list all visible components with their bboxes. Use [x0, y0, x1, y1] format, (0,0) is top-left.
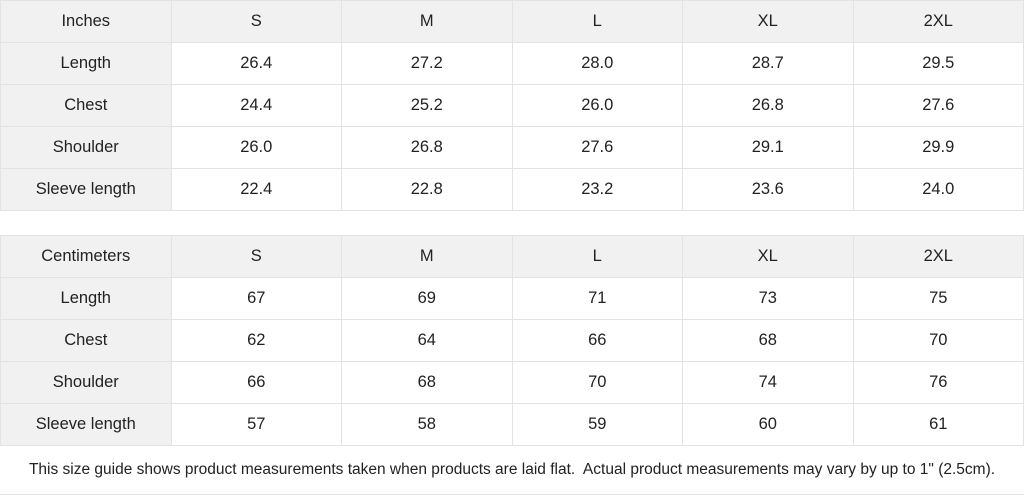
table-row-sleeve-length: Sleeve length 57 58 59 60 61 — [0, 403, 1024, 446]
table-gap-spacer — [0, 211, 1024, 235]
value-cell: 68 — [682, 319, 854, 362]
value-cell: 60 — [682, 403, 854, 446]
measurement-label-cell: Length — [0, 277, 172, 320]
value-cell: 74 — [682, 361, 854, 404]
value-cell: 29.5 — [852, 42, 1024, 85]
measurement-label-cell: Chest — [0, 84, 172, 127]
measurement-label-cell: Length — [0, 42, 172, 85]
size-header-2xl: 2XL — [852, 0, 1024, 43]
value-cell: 28.7 — [682, 42, 854, 85]
size-header-xl: XL — [682, 235, 854, 278]
size-header-m: M — [341, 235, 513, 278]
unit-header-cell: Inches — [0, 0, 172, 43]
size-table-centimeters: Centimeters S M L XL 2XL Length 67 69 71… — [0, 235, 1024, 446]
value-cell: 68 — [341, 361, 513, 404]
size-header-l: L — [511, 235, 683, 278]
table-row-shoulder: Shoulder 26.0 26.8 27.6 29.1 29.9 — [0, 126, 1024, 169]
measurement-label-cell: Shoulder — [0, 126, 172, 169]
unit-header-cell: Centimeters — [0, 235, 172, 278]
table-row-sleeve-length: Sleeve length 22.4 22.8 23.2 23.6 24.0 — [0, 168, 1024, 211]
value-cell: 61 — [852, 403, 1024, 446]
value-cell: 66 — [511, 319, 683, 362]
value-cell: 26.4 — [170, 42, 342, 85]
value-cell: 27.2 — [341, 42, 513, 85]
value-cell: 70 — [852, 319, 1024, 362]
value-cell: 62 — [170, 319, 342, 362]
value-cell: 76 — [852, 361, 1024, 404]
value-cell: 71 — [511, 277, 683, 320]
table-row-length: Length 67 69 71 73 75 — [0, 277, 1024, 320]
size-header-2xl: 2XL — [852, 235, 1024, 278]
value-cell: 25.2 — [341, 84, 513, 127]
measurement-label-cell: Shoulder — [0, 361, 172, 404]
value-cell: 69 — [341, 277, 513, 320]
value-cell: 67 — [170, 277, 342, 320]
inches-header-row: Inches S M L XL 2XL — [0, 0, 1024, 43]
value-cell: 26.8 — [341, 126, 513, 169]
value-cell: 28.0 — [511, 42, 683, 85]
measurement-label-cell: Sleeve length — [0, 168, 172, 211]
value-cell: 58 — [341, 403, 513, 446]
size-header-xl: XL — [682, 0, 854, 43]
value-cell: 24.4 — [170, 84, 342, 127]
value-cell: 22.4 — [170, 168, 342, 211]
table-row-chest: Chest 24.4 25.2 26.0 26.8 27.6 — [0, 84, 1024, 127]
value-cell: 29.1 — [682, 126, 854, 169]
value-cell: 57 — [170, 403, 342, 446]
table-row-length: Length 26.4 27.2 28.0 28.7 29.5 — [0, 42, 1024, 85]
value-cell: 70 — [511, 361, 683, 404]
size-header-l: L — [511, 0, 683, 43]
value-cell: 27.6 — [511, 126, 683, 169]
value-cell: 59 — [511, 403, 683, 446]
value-cell: 66 — [170, 361, 342, 404]
value-cell: 26.0 — [170, 126, 342, 169]
measurement-label-cell: Chest — [0, 319, 172, 362]
size-guide-disclaimer: This size guide shows product measuremen… — [0, 446, 1024, 495]
size-header-s: S — [170, 0, 342, 43]
value-cell: 24.0 — [852, 168, 1024, 211]
table-row-chest: Chest 62 64 66 68 70 — [0, 319, 1024, 362]
value-cell: 22.8 — [341, 168, 513, 211]
measurement-label-cell: Sleeve length — [0, 403, 172, 446]
value-cell: 75 — [852, 277, 1024, 320]
centimeters-header-row: Centimeters S M L XL 2XL — [0, 235, 1024, 278]
value-cell: 26.8 — [682, 84, 854, 127]
value-cell: 23.2 — [511, 168, 683, 211]
value-cell: 27.6 — [852, 84, 1024, 127]
size-header-m: M — [341, 0, 513, 43]
table-row-shoulder: Shoulder 66 68 70 74 76 — [0, 361, 1024, 404]
value-cell: 26.0 — [511, 84, 683, 127]
value-cell: 64 — [341, 319, 513, 362]
value-cell: 29.9 — [852, 126, 1024, 169]
value-cell: 23.6 — [682, 168, 854, 211]
value-cell: 73 — [682, 277, 854, 320]
size-table-inches: Inches S M L XL 2XL Length 26.4 27.2 28.… — [0, 0, 1024, 211]
size-header-s: S — [170, 235, 342, 278]
